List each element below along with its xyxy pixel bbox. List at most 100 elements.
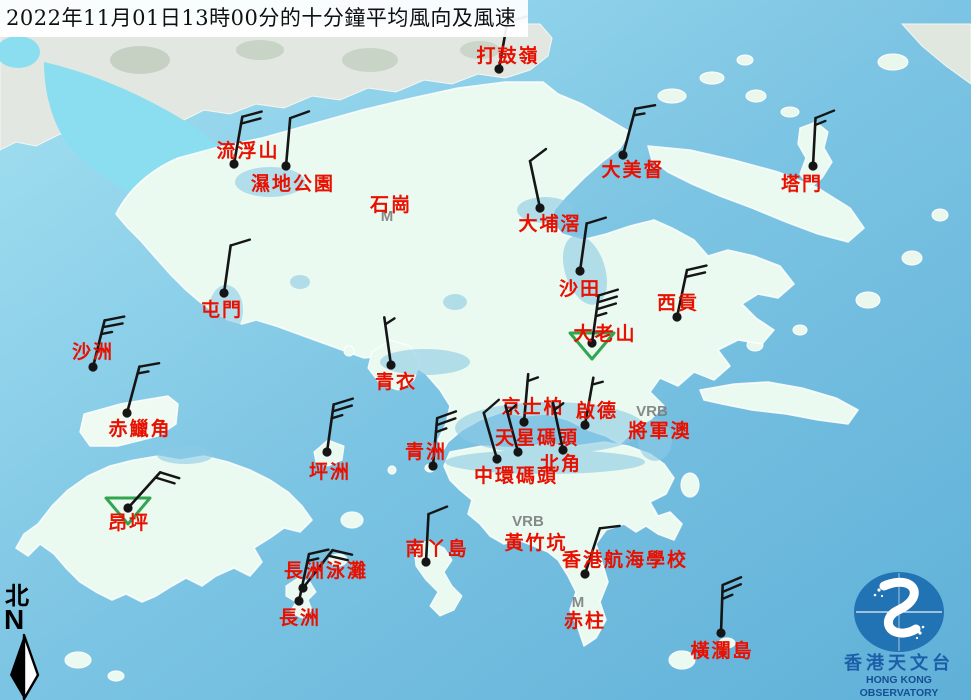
- station-dot: [492, 454, 502, 464]
- station-star-ferry-pier: 天星碼頭: [495, 404, 577, 457]
- station-stanley: M赤柱: [564, 594, 604, 632]
- station-peng-chau: 坪洲: [309, 397, 355, 483]
- station-dot: [219, 288, 229, 298]
- wind-barb-icon: [504, 404, 520, 454]
- data-flag-variable: VRB: [512, 513, 544, 530]
- station-label: 中環碼頭: [474, 464, 558, 487]
- station-lau-fau-shan: 流浮山: [216, 110, 278, 169]
- wind-barb-icon: [675, 264, 708, 319]
- wind-barb-icon: [424, 505, 449, 564]
- station-label: 青洲: [405, 441, 447, 463]
- station-label: 香港航海學校: [561, 548, 688, 571]
- wind-barb-icon: [621, 103, 657, 157]
- station-label: 昂坪: [108, 512, 150, 534]
- wind-barb-icon: [583, 524, 621, 576]
- north-arrow-icon: [10, 633, 40, 700]
- station-label: 北角: [540, 452, 582, 475]
- station-north-point: 北角: [540, 401, 582, 475]
- wind-barb-icon: [482, 398, 501, 461]
- north-label-en: N: [4, 604, 25, 636]
- land-small-islands: [64, 339, 736, 682]
- land-lantau: [15, 455, 313, 603]
- station-chek-lap-kok: 赤鱲角: [108, 361, 171, 440]
- station-dot: [88, 362, 98, 372]
- station-dot: [575, 266, 585, 276]
- station-label: 橫瀾島: [690, 639, 753, 662]
- station-dot: [281, 161, 291, 171]
- urban-areas: [157, 167, 672, 474]
- station-label: 將軍澳: [628, 419, 691, 442]
- logo-name-cjk: 香港天文台: [844, 652, 954, 674]
- station-label: 長洲: [279, 607, 321, 629]
- station-dot: [716, 628, 726, 638]
- wind-barb-icon: [719, 576, 743, 635]
- station-ta-kwu-ling: 打鼓嶺: [476, 15, 538, 74]
- station-wetland-park: 濕地公園: [251, 110, 333, 195]
- station-lamma-island: 南丫島: [405, 505, 467, 567]
- station-dot: [587, 338, 597, 348]
- station-dot: [322, 447, 332, 457]
- station-tap-mun: 塔門: [781, 109, 836, 195]
- wind-barb-icon: [284, 110, 311, 168]
- wind-barb-icon: [590, 288, 620, 345]
- station-dot: [123, 503, 133, 513]
- station-dot: [428, 461, 438, 471]
- station-dot: [294, 596, 304, 606]
- logo-name-en: HONG KONG OBSERVATORY: [859, 673, 939, 699]
- station-sai-kung: 西貢: [657, 264, 708, 322]
- station-dot: [580, 569, 590, 579]
- land-mirs-bay-coast: [657, 23, 971, 352]
- wind-barb-icon: [583, 376, 604, 427]
- station-dot: [580, 420, 590, 430]
- station-label: 西貢: [657, 292, 699, 314]
- station-label: 黃竹坑: [504, 531, 567, 554]
- station-tsing-yi: 青衣: [375, 316, 417, 393]
- station-ngong-ping: 昂坪: [104, 471, 181, 534]
- wind-barb-icon: [811, 109, 836, 168]
- station-label: 石崗: [369, 193, 412, 216]
- wind-barb-icon: [325, 397, 355, 454]
- wind-barb-icon: [383, 316, 396, 367]
- station-sha-tin: 沙田: [559, 216, 608, 300]
- station-label: 赤鱲角: [108, 417, 171, 440]
- station-dot: [421, 557, 431, 567]
- station-tuen-mun: 屯門: [201, 238, 252, 321]
- station-shek-kong: M石崗: [369, 193, 412, 225]
- station-dot: [618, 150, 628, 160]
- station-dot: [386, 360, 396, 370]
- station-dot: [672, 312, 682, 322]
- station-label: 沙洲: [72, 341, 114, 363]
- wind-barb-icon: [125, 361, 161, 415]
- north-label-cjk: 北: [5, 581, 29, 610]
- station-dot: [535, 203, 545, 213]
- station-label: 京士柏: [501, 395, 564, 418]
- wind-barb-icon: [551, 401, 565, 452]
- station-tai-mei-tuk: 大美督: [601, 103, 664, 181]
- station-dot: [122, 408, 132, 418]
- land-high-island: [699, 381, 859, 425]
- data-flag-variable: VRB: [636, 403, 668, 420]
- station-dot: [808, 161, 818, 171]
- station-tates-cairn: 大老山: [568, 288, 635, 361]
- station-label: 啟德: [576, 399, 618, 422]
- station-dot: [519, 417, 529, 427]
- station-kai-tak: 啟德: [576, 376, 618, 430]
- station-sha-chau: 沙洲: [72, 315, 126, 372]
- station-label: 大埔滘: [518, 212, 581, 235]
- station-label: 青衣: [375, 370, 417, 393]
- data-flag-missing: M: [381, 208, 394, 225]
- stations-layer: 打鼓嶺流浮山濕地公園M石崗大美督大埔滘塔門屯門沙田西貢大老山沙洲青衣赤鱲角京士柏…: [72, 15, 836, 662]
- station-kings-park: 京士柏: [501, 372, 564, 427]
- station-waglan-island: 橫瀾島: [690, 576, 753, 662]
- station-dot: [494, 64, 504, 74]
- high-level-triangle-icon: [104, 496, 152, 526]
- wind-barb-icon: [232, 110, 263, 166]
- data-flag-missing: M: [572, 594, 585, 611]
- station-label: 長洲泳灘: [284, 559, 368, 582]
- hko-logo: 香港天文台 HONG KONG OBSERVATORY: [829, 570, 969, 700]
- station-label: 大美督: [601, 158, 664, 181]
- wind-barb-icon: [522, 372, 540, 424]
- wind-barb-icon: [222, 238, 252, 295]
